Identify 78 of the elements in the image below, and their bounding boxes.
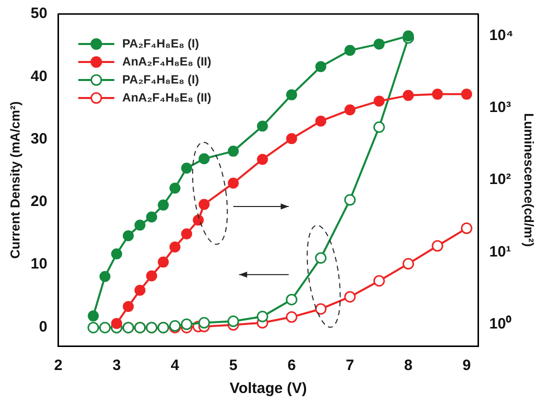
legend-label: AnA₂F₄H₈E₈ (II) xyxy=(122,90,212,104)
point xyxy=(373,121,385,133)
point xyxy=(256,154,268,165)
point xyxy=(256,120,268,132)
point xyxy=(99,322,111,334)
point xyxy=(111,248,122,260)
point xyxy=(374,38,385,50)
point xyxy=(286,294,298,306)
y2-tick-label: 10¹ xyxy=(489,243,511,260)
y-tick-label: 30 xyxy=(30,130,48,148)
point xyxy=(402,30,414,42)
point xyxy=(134,220,146,231)
x-tick-label: 5 xyxy=(229,357,238,374)
point xyxy=(158,256,169,268)
point xyxy=(374,96,385,107)
y2-tick-label: 10⁴ xyxy=(489,26,514,44)
point xyxy=(111,318,122,329)
x-tick-label: 2 xyxy=(54,357,62,374)
point xyxy=(344,291,356,303)
point xyxy=(88,310,99,322)
point xyxy=(402,90,414,101)
point xyxy=(460,222,472,234)
point xyxy=(169,242,180,253)
point xyxy=(146,270,158,282)
point xyxy=(315,303,327,315)
legend-label: AnA₂F₄H₈E₈ (II) xyxy=(122,54,212,68)
point xyxy=(134,284,146,296)
point xyxy=(315,61,326,72)
point xyxy=(181,162,192,174)
legend-label: PA₂F₄H₈E₈ (I) xyxy=(122,36,200,50)
point xyxy=(228,178,239,189)
y2-tick-label: 10⁰ xyxy=(489,314,512,332)
y-tick-label: 20 xyxy=(30,193,48,210)
point xyxy=(99,270,110,282)
point xyxy=(315,252,327,264)
point xyxy=(344,44,356,56)
point xyxy=(158,200,169,211)
point xyxy=(344,104,356,116)
y2-tick-label: 10³ xyxy=(489,99,511,116)
point xyxy=(169,182,180,194)
y-tick-label: 40 xyxy=(30,68,48,85)
point xyxy=(461,88,472,100)
y2-axis-title: Luminescence(cd/m²) xyxy=(522,113,537,247)
point xyxy=(286,89,298,100)
y-tick-label: 50 xyxy=(30,5,48,22)
y-axis-title: Current Density (mA/cm²) xyxy=(7,101,22,259)
legend-label: PA₂F₄H₈E₈ (I) xyxy=(122,72,200,86)
x-axis-title: Voltage (V) xyxy=(230,380,307,398)
x-tick-label: 8 xyxy=(404,357,412,374)
point xyxy=(286,133,298,144)
point xyxy=(146,211,158,222)
point xyxy=(122,301,134,312)
x-tick-label: 3 xyxy=(112,357,121,374)
point xyxy=(122,230,134,242)
y2-tick-label: 10² xyxy=(489,171,511,188)
point xyxy=(373,275,385,287)
point xyxy=(198,198,210,210)
point xyxy=(228,146,239,157)
y-tick-label: 10 xyxy=(30,256,48,273)
point xyxy=(192,214,204,226)
point xyxy=(432,88,443,100)
point xyxy=(432,240,444,252)
point xyxy=(315,116,326,127)
point xyxy=(198,153,210,164)
point xyxy=(256,310,268,322)
x-tick-label: 9 xyxy=(462,357,471,374)
y-tick-label: 0 xyxy=(38,318,48,336)
point xyxy=(181,228,192,240)
point xyxy=(198,317,210,329)
point xyxy=(344,194,356,206)
point xyxy=(228,316,240,328)
point xyxy=(402,258,414,270)
point xyxy=(180,318,192,330)
x-tick-label: 7 xyxy=(346,357,354,374)
x-tick-label: 4 xyxy=(170,357,180,374)
point xyxy=(88,322,100,334)
x-tick-label: 6 xyxy=(287,357,296,374)
point xyxy=(286,311,298,323)
